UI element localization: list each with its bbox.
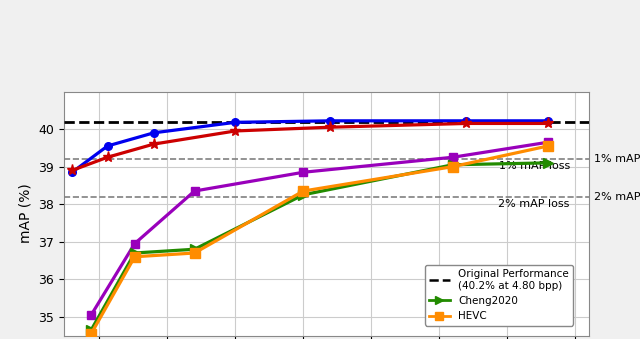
Text: 1% mAP loss: 1% mAP loss <box>594 154 640 164</box>
Y-axis label: mAP (%): mAP (%) <box>19 184 33 243</box>
Text: 2% mAP loss: 2% mAP loss <box>594 192 640 202</box>
Text: 2% mAP loss: 2% mAP loss <box>499 199 570 208</box>
Text: 1% mAP loss: 1% mAP loss <box>499 161 570 171</box>
Legend: Original Performance
(40.2% at 4.80 bpp), Cheng2020, HEVC: Original Performance (40.2% at 4.80 bpp)… <box>425 265 573 325</box>
